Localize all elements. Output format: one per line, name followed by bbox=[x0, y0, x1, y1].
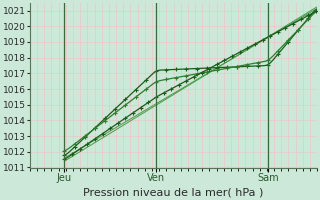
X-axis label: Pression niveau de la mer( hPa ): Pression niveau de la mer( hPa ) bbox=[84, 187, 264, 197]
